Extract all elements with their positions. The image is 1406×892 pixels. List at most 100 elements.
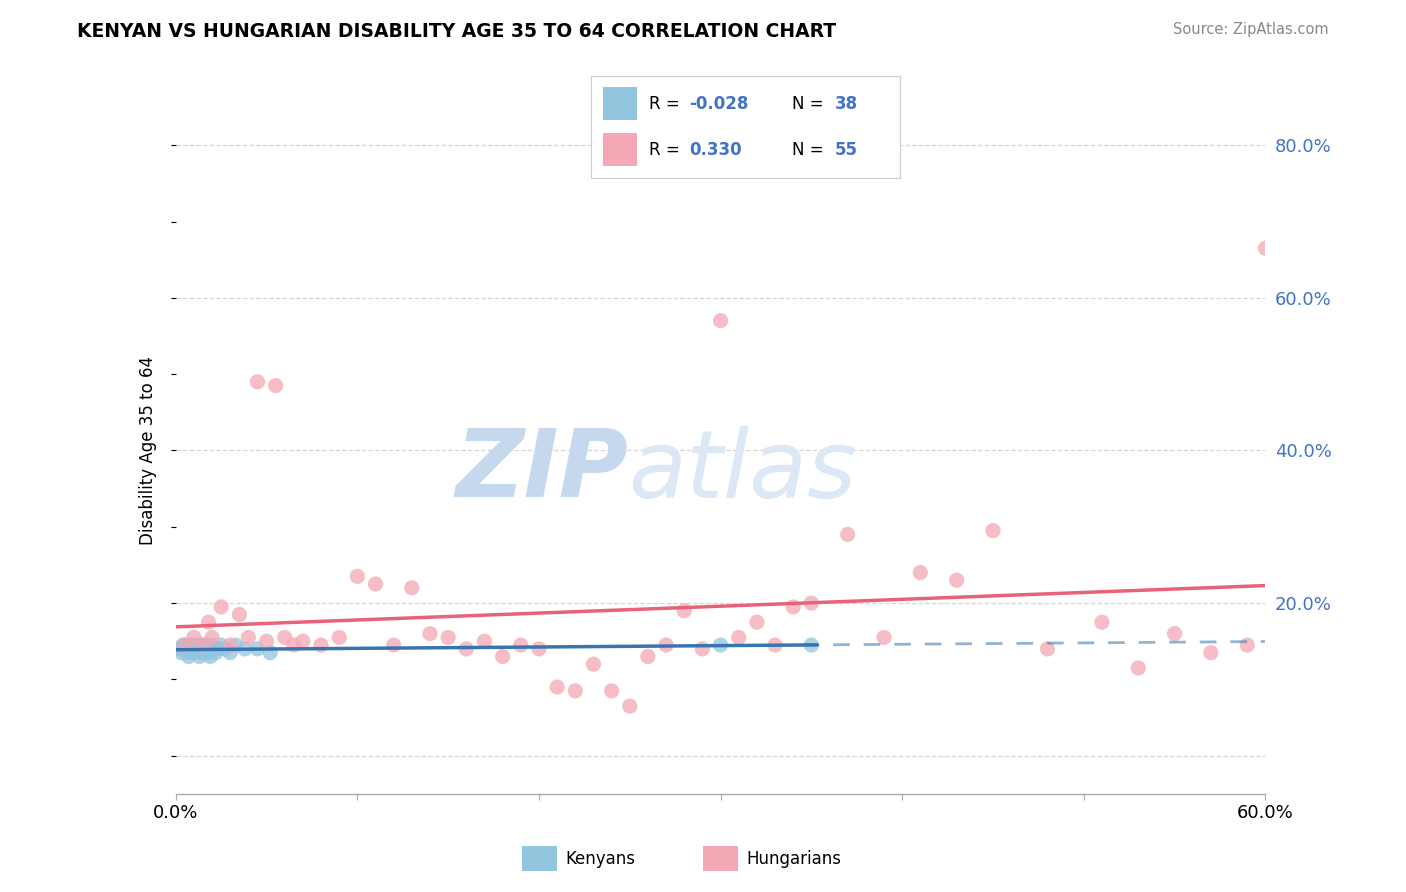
Point	[910, 566, 932, 580]
Point	[364, 577, 387, 591]
Point	[183, 641, 205, 656]
Point	[710, 314, 733, 328]
Point	[177, 649, 200, 664]
Point	[209, 599, 232, 614]
Point	[382, 638, 405, 652]
Text: KENYAN VS HUNGARIAN DISABILITY AGE 35 TO 64 CORRELATION CHART: KENYAN VS HUNGARIAN DISABILITY AGE 35 TO…	[77, 22, 837, 41]
Point	[437, 631, 460, 645]
Point	[727, 631, 749, 645]
Point	[782, 599, 804, 614]
Point	[179, 638, 201, 652]
Point	[191, 638, 214, 652]
Text: R =: R =	[650, 95, 685, 112]
Point	[170, 646, 193, 660]
Point	[259, 646, 281, 660]
Y-axis label: Disability Age 35 to 64: Disability Age 35 to 64	[139, 356, 157, 545]
Point	[564, 683, 586, 698]
Point	[673, 604, 696, 618]
Point	[219, 638, 242, 652]
Point	[291, 634, 314, 648]
Point	[246, 375, 269, 389]
Text: -0.028: -0.028	[689, 95, 749, 112]
Point	[309, 638, 332, 652]
Point	[194, 641, 217, 656]
Bar	[522, 847, 557, 871]
Point	[873, 631, 896, 645]
Bar	[603, 87, 637, 120]
Text: 0.330: 0.330	[689, 141, 742, 159]
Point	[179, 641, 201, 656]
Point	[401, 581, 423, 595]
Point	[173, 638, 195, 652]
Point	[186, 641, 209, 656]
Point	[183, 646, 205, 660]
Point	[188, 646, 211, 660]
Point	[214, 641, 236, 656]
Point	[800, 638, 823, 652]
Point	[172, 638, 194, 652]
Point	[181, 638, 204, 652]
Point	[1128, 661, 1150, 675]
Point	[264, 378, 287, 392]
Point	[619, 699, 641, 714]
Point	[800, 596, 823, 610]
Point	[328, 631, 350, 645]
Point	[204, 646, 226, 660]
Point	[582, 657, 605, 672]
Bar	[603, 133, 637, 166]
Point	[655, 638, 678, 652]
Point	[207, 641, 229, 656]
Point	[492, 649, 515, 664]
Point	[184, 641, 207, 656]
Point	[456, 641, 478, 656]
Point	[600, 683, 623, 698]
Point	[191, 646, 214, 660]
Point	[1036, 641, 1059, 656]
Point	[202, 641, 225, 656]
Point	[745, 615, 768, 630]
Point	[195, 638, 218, 652]
Point	[1091, 615, 1114, 630]
Point	[190, 638, 212, 652]
Point	[188, 649, 211, 664]
Text: 38: 38	[835, 95, 858, 112]
Point	[197, 646, 219, 660]
Point	[527, 641, 550, 656]
Point	[177, 641, 200, 656]
Point	[246, 641, 269, 656]
Point	[184, 638, 207, 652]
Point	[209, 638, 232, 652]
Text: R =: R =	[650, 141, 690, 159]
Point	[637, 649, 659, 664]
Point	[1254, 241, 1277, 255]
Point	[173, 641, 195, 656]
Point	[1199, 646, 1222, 660]
Point	[225, 638, 247, 652]
Point	[1236, 638, 1258, 652]
Point	[173, 638, 195, 652]
Point	[546, 680, 568, 694]
Point	[474, 634, 496, 648]
Point	[274, 631, 297, 645]
Point	[183, 631, 205, 645]
Point	[419, 626, 441, 640]
Point	[201, 638, 224, 652]
Point	[710, 638, 733, 652]
Point	[197, 615, 219, 630]
Point	[176, 646, 198, 660]
Point	[233, 641, 256, 656]
Point	[219, 646, 242, 660]
Bar	[703, 847, 738, 871]
Point	[346, 569, 368, 583]
Point	[201, 631, 224, 645]
Point	[181, 646, 204, 660]
Text: N =: N =	[792, 141, 828, 159]
Point	[228, 607, 250, 622]
Point	[837, 527, 859, 541]
Point	[256, 634, 278, 648]
Point	[1163, 626, 1185, 640]
Point	[763, 638, 786, 652]
Point	[200, 649, 222, 664]
Text: N =: N =	[792, 95, 828, 112]
Text: Source: ZipAtlas.com: Source: ZipAtlas.com	[1173, 22, 1329, 37]
